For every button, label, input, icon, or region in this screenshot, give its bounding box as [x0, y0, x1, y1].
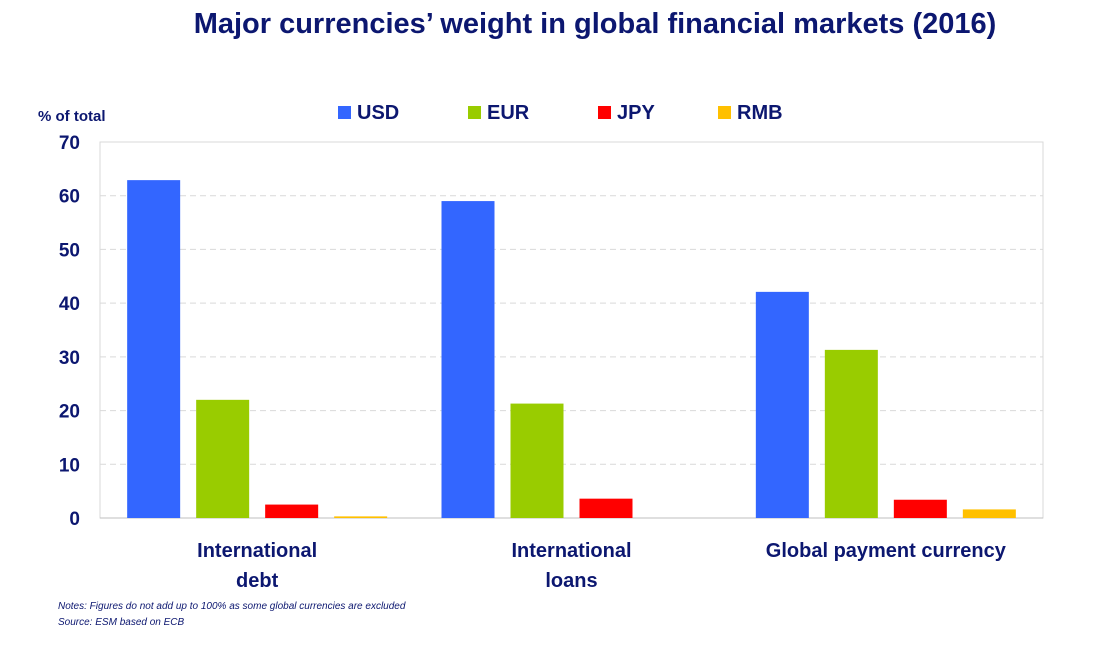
bar-usd	[441, 201, 495, 519]
y-tick-label: 50	[59, 240, 80, 261]
bar-eur	[510, 403, 564, 518]
legend-swatch-usd	[338, 106, 351, 119]
legend-swatch-jpy	[598, 106, 611, 119]
x-tick-label: debt	[236, 570, 279, 592]
y-tick-label: 70	[59, 133, 80, 154]
bar-jpy	[579, 498, 633, 518]
legend-label-eur: EUR	[487, 102, 530, 124]
legend-swatch-eur	[468, 106, 481, 119]
y-tick-label: 40	[59, 294, 80, 315]
y-axis-label: % of total	[38, 108, 106, 125]
legend-swatch-rmb	[718, 106, 731, 119]
legend-label-rmb: RMB	[737, 102, 783, 124]
chart-source: Source: ESM based on ECB	[58, 617, 185, 628]
y-tick-label: 60	[59, 187, 80, 208]
bar-rmb	[962, 509, 1016, 518]
x-tick-label: loans	[545, 570, 597, 592]
legend-label-jpy: JPY	[617, 102, 655, 124]
legend-label-usd: USD	[357, 102, 399, 124]
bar-usd	[127, 180, 181, 518]
bar-eur	[196, 399, 250, 518]
y-tick-label: 30	[59, 348, 80, 369]
x-tick-label: International	[511, 540, 631, 562]
chart-notes: Notes: Figures do not add up to 100% as …	[58, 601, 406, 612]
y-tick-label: 0	[69, 509, 80, 530]
bar-rmb	[334, 516, 388, 518]
bar-jpy	[893, 499, 947, 518]
x-tick-label: International	[197, 540, 317, 562]
chart-title: Major currencies’ weight in global finan…	[193, 8, 997, 40]
y-tick-label: 20	[59, 402, 80, 423]
bar-usd	[755, 291, 809, 518]
bar-eur	[824, 349, 878, 518]
x-tick-label: Global payment currency	[766, 540, 1007, 562]
y-tick-label: 10	[59, 455, 80, 476]
bar-jpy	[265, 504, 319, 518]
